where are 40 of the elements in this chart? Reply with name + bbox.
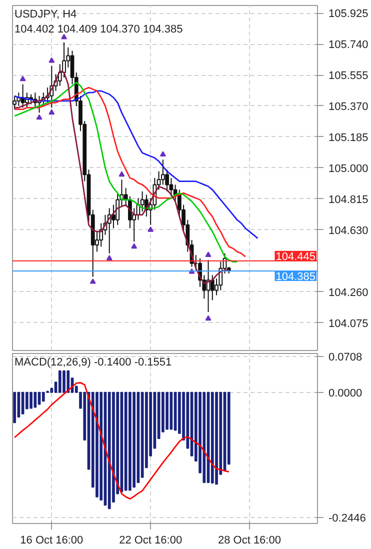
candlestick (12, 95, 17, 110)
point (131, 243, 138, 249)
ref-line-label: 104.445 (276, 250, 316, 263)
chart-title: MACD(12,26,9) -0.1400 -0.1551 (14, 356, 172, 368)
point (48, 57, 55, 63)
chart-title: USDJPY, H4 (14, 8, 77, 20)
y-tick-label: 105.185 (328, 132, 368, 144)
y-tick-label: -0.2446 (328, 512, 366, 525)
line-series (14, 90, 258, 239)
point (205, 315, 212, 321)
x-tick-label: 22 Oct 16:00 (119, 534, 182, 546)
point (61, 34, 68, 40)
y-tick-label: 104.260 (328, 286, 368, 299)
point (118, 171, 125, 177)
text: 104.402 104.409 104.370 104.385 (14, 24, 183, 36)
y-tick-label: 104.815 (328, 194, 368, 206)
y-tick-label: 104.075 (328, 318, 368, 330)
y-tick-label: 105.000 (328, 162, 368, 175)
candlestick (210, 274, 214, 301)
point (20, 76, 26, 82)
y-tick-label: 105.370 (328, 100, 368, 113)
point (48, 109, 55, 115)
y-tick-label: 105.925 (328, 8, 368, 20)
y-tick-label: 105.555 (328, 70, 368, 82)
point (36, 114, 42, 120)
ref-line-label: 104.385 (276, 270, 316, 283)
candlestick (160, 159, 165, 186)
line-series (14, 382, 230, 500)
point (205, 252, 212, 257)
point (148, 226, 154, 232)
y-tick-label: 0.0708 (328, 352, 362, 364)
point (160, 151, 166, 156)
x-tick-label: 28 Oct 16:00 (218, 534, 281, 546)
x-tick-label: 16 Oct 16:00 (20, 534, 84, 546)
y-tick-label: 0.0000 (328, 387, 362, 400)
point (106, 255, 112, 260)
point (90, 278, 96, 284)
y-tick-label: 105.740 (328, 39, 368, 52)
y-tick-label: 104.630 (328, 224, 368, 237)
candlestick (140, 190, 144, 212)
